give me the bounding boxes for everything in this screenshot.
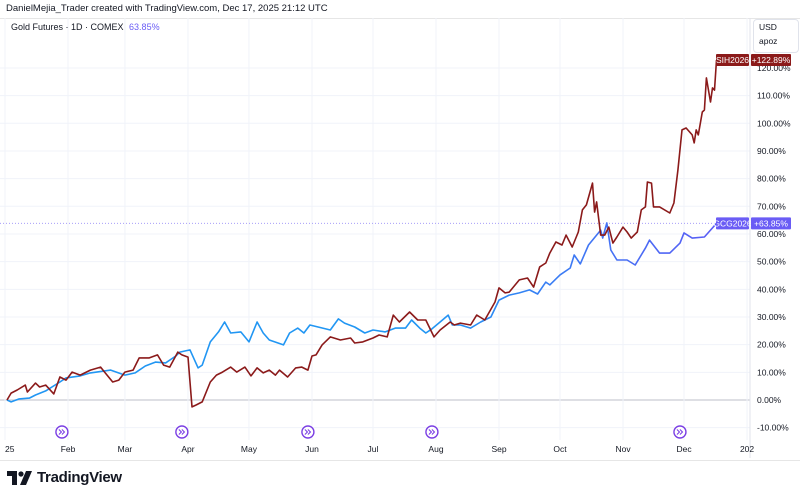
tradingview-logo[interactable]: TradingView — [7, 469, 122, 486]
y-tick-label: 120.00% — [757, 63, 791, 73]
split-arrow-icon — [58, 429, 66, 435]
event-marker[interactable] — [175, 425, 189, 439]
series-line-sih2026 — [6, 59, 718, 408]
y-tick-label: 110.00% — [757, 91, 790, 101]
event-markers — [55, 425, 687, 439]
event-marker[interactable] — [301, 425, 315, 439]
symbol-legend[interactable]: Gold Futures · 1D · COMEX 63.85% — [11, 22, 160, 32]
y-tick-label: 90.00% — [757, 146, 786, 156]
unit-label: apoz — [759, 36, 778, 46]
x-tick-label: Dec — [676, 444, 692, 454]
series-value-gcg2026: +63.85% — [754, 219, 788, 229]
x-tick-label: May — [241, 444, 258, 454]
logo-text: TradingView — [37, 469, 122, 486]
x-tick-label: Aug — [428, 444, 443, 454]
x-tick-label: Feb — [61, 444, 76, 454]
series-name-tag-gcg2026 — [716, 217, 749, 230]
symbol-change: 63.85% — [129, 22, 160, 32]
y-tick-label: -10.00% — [757, 423, 789, 433]
series-value-tag-sih2026 — [751, 53, 791, 66]
y-tick-label: 20.00% — [757, 340, 786, 350]
symbol-title: Gold Futures · 1D · COMEX — [11, 22, 124, 32]
currency-unit-button[interactable]: USD apoz — [753, 19, 799, 53]
grid — [0, 18, 750, 440]
y-tick-label: 10.00% — [757, 367, 786, 377]
x-tick-label: Apr — [181, 444, 194, 454]
last-value-labels: SIH2026 +122.89% GCG2026 +63.85% — [713, 53, 791, 230]
x-tick-label: Jun — [305, 444, 319, 454]
event-marker[interactable] — [55, 425, 69, 439]
chart-credit: DanielMejia_Trader created with TradingV… — [6, 3, 328, 14]
series-value-sih2026: +122.89% — [752, 55, 791, 65]
series-lines — [6, 59, 718, 408]
y-tick-label: 70.00% — [757, 201, 786, 211]
chart-frame — [0, 18, 800, 461]
split-arrow-icon — [428, 429, 436, 435]
y-tick-label: 60.00% — [757, 229, 786, 239]
series-name-sih2026: SIH2026 — [716, 55, 749, 65]
currency-label: USD — [759, 22, 777, 32]
axes: -10.00% 0.00% 10.00% 20.00% 30.00% 40.00% 50.0… — [5, 18, 791, 458]
y-tick-label: 80.00% — [757, 174, 786, 184]
series-value-tag-gcg2026 — [751, 217, 791, 230]
tradingview-logo-icon — [7, 470, 32, 485]
series-name-gcg2026: GCG2026 — [713, 219, 752, 229]
split-arrow-icon — [676, 429, 684, 435]
x-tick-label: Sep — [491, 444, 506, 454]
series-name-tag-sih2026 — [716, 53, 749, 66]
x-tick-label: Mar — [118, 444, 133, 454]
y-tick-label: 100.00% — [757, 118, 791, 128]
x-tick-label: 25 — [5, 444, 15, 454]
y-tick-label: 30.00% — [757, 312, 786, 322]
x-tick-label: Nov — [615, 444, 631, 454]
split-arrow-icon — [178, 429, 186, 435]
event-marker[interactable] — [425, 425, 439, 439]
y-tick-label: 0.00% — [757, 395, 782, 405]
event-marker[interactable] — [673, 425, 687, 439]
x-tick-label: Jul — [368, 444, 379, 454]
x-tick-label: Oct — [553, 444, 567, 454]
y-tick-label: 40.00% — [757, 284, 786, 294]
y-tick-label: 50.00% — [757, 257, 786, 267]
series-line-gcg2026 — [6, 222, 718, 403]
x-tick-label: 202 — [740, 444, 754, 454]
split-arrow-icon — [304, 429, 312, 435]
